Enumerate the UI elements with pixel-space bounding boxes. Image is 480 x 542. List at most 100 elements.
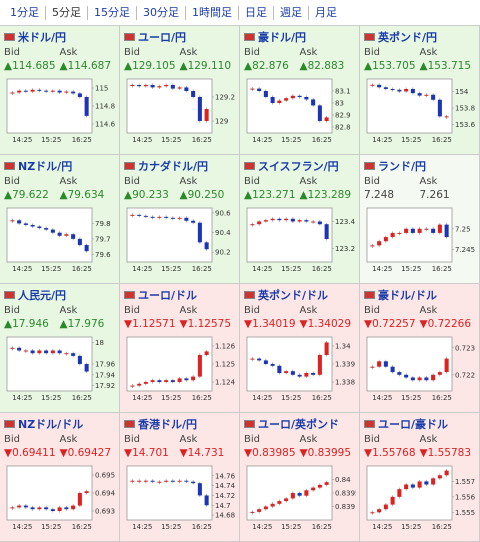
bid-ask-labels: Bid Ask — [4, 303, 115, 317]
candle — [17, 220, 22, 224]
tab[interactable]: 15分足 — [88, 5, 137, 20]
tab[interactable]: 1時間足 — [186, 5, 239, 20]
prices: ▲79.622 ▲79.634 — [4, 188, 115, 202]
bid-label: Bid — [4, 46, 20, 58]
y-tick-label: 123.2 — [335, 245, 355, 253]
flag-icon — [244, 162, 255, 170]
bid-label: Bid — [4, 304, 20, 316]
rate-cell[interactable]: ユーロ/豪ドル Bid Ask ▼1.55768 ▼1.55783 1.557 1.556 1… — [360, 413, 480, 542]
x-tick-label: 14:25 — [252, 265, 272, 273]
candle — [177, 87, 182, 89]
candle — [64, 507, 69, 510]
x-tick-label: 14:25 — [12, 265, 32, 273]
rate-cell[interactable]: ユーロ/円 Bid Ask ▲129.105 ▲129.110 129.2 129 14:25… — [120, 26, 240, 155]
pair-label: 英ポンド/ドル — [258, 289, 329, 302]
candle — [424, 228, 429, 230]
rate-cell[interactable]: 香港ドル/円 Bid Ask ▼14.701 ▼14.731 14.76 14.74 14.7… — [120, 413, 240, 542]
rate-cell[interactable]: 豪ドル/円 Bid Ask ▲82.876 ▲82.883 83.1 83 82.9 82.8 1… — [240, 26, 360, 155]
tab[interactable]: 1分足 — [4, 5, 46, 20]
candle — [150, 216, 155, 218]
y-tick-label: 79.7 — [95, 235, 111, 243]
tab[interactable]: 30分足 — [137, 5, 186, 20]
candle — [250, 511, 255, 513]
rate-cell[interactable]: ランド/円 Bid Ask 7.248 7.261 7.25 7.245 14:25 15:25… — [360, 155, 480, 284]
candle — [77, 355, 82, 364]
candle — [157, 216, 162, 218]
candle — [64, 91, 69, 93]
candle — [263, 506, 268, 510]
rate-cell[interactable]: ユーロ/ドル Bid Ask ▼1.12571 ▼1.12575 1.126 1.125 1.… — [120, 284, 240, 413]
candle — [317, 221, 322, 225]
flag-icon — [364, 162, 375, 170]
rate-cell[interactable]: カナダドル/円 Bid Ask ▲90.233 ▲90.250 90.6 90.4 90.2 1… — [120, 155, 240, 284]
rate-cell[interactable]: 米ドル/円 Bid Ask ▲114.685 ▲114.687 115 114.8 114.6… — [0, 26, 120, 155]
rate-cell[interactable]: 英ポンド/ドル Bid Ask ▼1.34019 ▼1.34029 1.34 1.339 1.… — [240, 284, 360, 413]
candle — [311, 487, 316, 491]
x-tick-label: 14:25 — [372, 394, 392, 402]
bid-label: Bid — [364, 46, 380, 58]
ask-price: ▼0.83995 — [299, 447, 352, 459]
plot-area — [366, 465, 453, 521]
candle — [44, 507, 49, 510]
x-tick-label: 15:25 — [41, 394, 61, 402]
bid-price: ▼0.69411 — [4, 447, 56, 459]
x-tick-label: 16:25 — [432, 394, 452, 402]
candle — [17, 90, 22, 93]
prices: ▼0.72257 ▼0.72266 — [364, 317, 475, 331]
rate-cell[interactable]: NZドル/円 Bid Ask ▲79.622 ▲79.634 79.8 79.7 79.6 14… — [0, 155, 120, 284]
tab[interactable]: 5分足 — [46, 5, 88, 20]
ask-price: ▲153.715 — [419, 60, 472, 72]
candle — [270, 218, 275, 221]
flag-icon — [4, 162, 15, 170]
candle — [64, 234, 69, 236]
bid-ask-labels: Bid Ask — [244, 45, 355, 59]
flag-icon — [364, 291, 375, 299]
candle — [84, 97, 89, 116]
candle — [44, 228, 49, 230]
candle — [417, 377, 422, 381]
y-tick-label: 14.7 — [215, 502, 231, 510]
candle — [397, 489, 402, 497]
pair-label: 豪ドル/円 — [258, 31, 307, 44]
candle — [84, 245, 89, 252]
pair-name: カナダドル/円 — [124, 158, 235, 174]
candle — [277, 218, 282, 221]
tab[interactable]: 日足 — [239, 5, 274, 20]
plot-area — [246, 207, 333, 263]
rate-cell[interactable]: 英ポンド/円 Bid Ask ▲153.705 ▲153.715 154 153.8 153.… — [360, 26, 480, 155]
y-tick-label: 79.6 — [95, 251, 111, 259]
candle — [390, 496, 395, 505]
mini-chart: 0.723 0.722 14:25 15:25 16:25 — [366, 336, 475, 402]
pair-name: 豪ドル/円 — [244, 29, 355, 45]
tab[interactable]: 月足 — [315, 5, 337, 19]
rate-cell[interactable]: 人民元/円 Bid Ask ▲17.946 ▲17.976 18 17.96 17.94 17.… — [0, 284, 120, 413]
ask-price: ▼14.731 — [179, 447, 225, 459]
tab[interactable]: 週足 — [274, 5, 309, 20]
candle — [437, 224, 442, 233]
rate-cell[interactable]: スイスフラン/円 Bid Ask ▲123.271 ▲123.289 123.4 123.2… — [240, 155, 360, 284]
candle — [270, 364, 275, 366]
mini-chart: 90.6 90.4 90.2 14:25 15:25 16:25 — [126, 207, 231, 273]
ask-label: Ask — [59, 46, 78, 58]
candle — [304, 373, 309, 377]
candle — [250, 358, 255, 360]
candle — [324, 224, 329, 240]
candle — [130, 214, 135, 216]
candle — [410, 377, 415, 381]
candle — [383, 87, 388, 89]
rate-cell[interactable]: 豪ドル/ドル Bid Ask ▼0.72257 ▼0.72266 0.723 0.722 14… — [360, 284, 480, 413]
candle — [170, 217, 175, 219]
bid-price: ▼14.701 — [124, 447, 169, 459]
candle — [370, 84, 375, 86]
rate-cell[interactable]: ユーロ/英ポンド Bid Ask▼0.83985▼0.83995 0.84 0.8395… — [240, 413, 360, 542]
bid-price: ▼1.12571 — [124, 318, 176, 330]
mini-chart: 0.695 0.694 0.693 14:25 15:25 16:25 — [6, 465, 116, 531]
rate-cell[interactable]: NZドル/ドル Bid Ask ▼0.69411 ▼0.69427 0.695 0.694 0… — [0, 413, 120, 542]
mini-chart: 0.84 0.8395 0.839 14:25 15:25 16:25 — [246, 465, 356, 531]
candle — [424, 94, 429, 96]
plot-area — [366, 207, 453, 263]
candle — [23, 90, 28, 92]
x-tick-label: 16:25 — [312, 136, 332, 144]
candle — [84, 364, 89, 372]
candle — [37, 350, 42, 354]
